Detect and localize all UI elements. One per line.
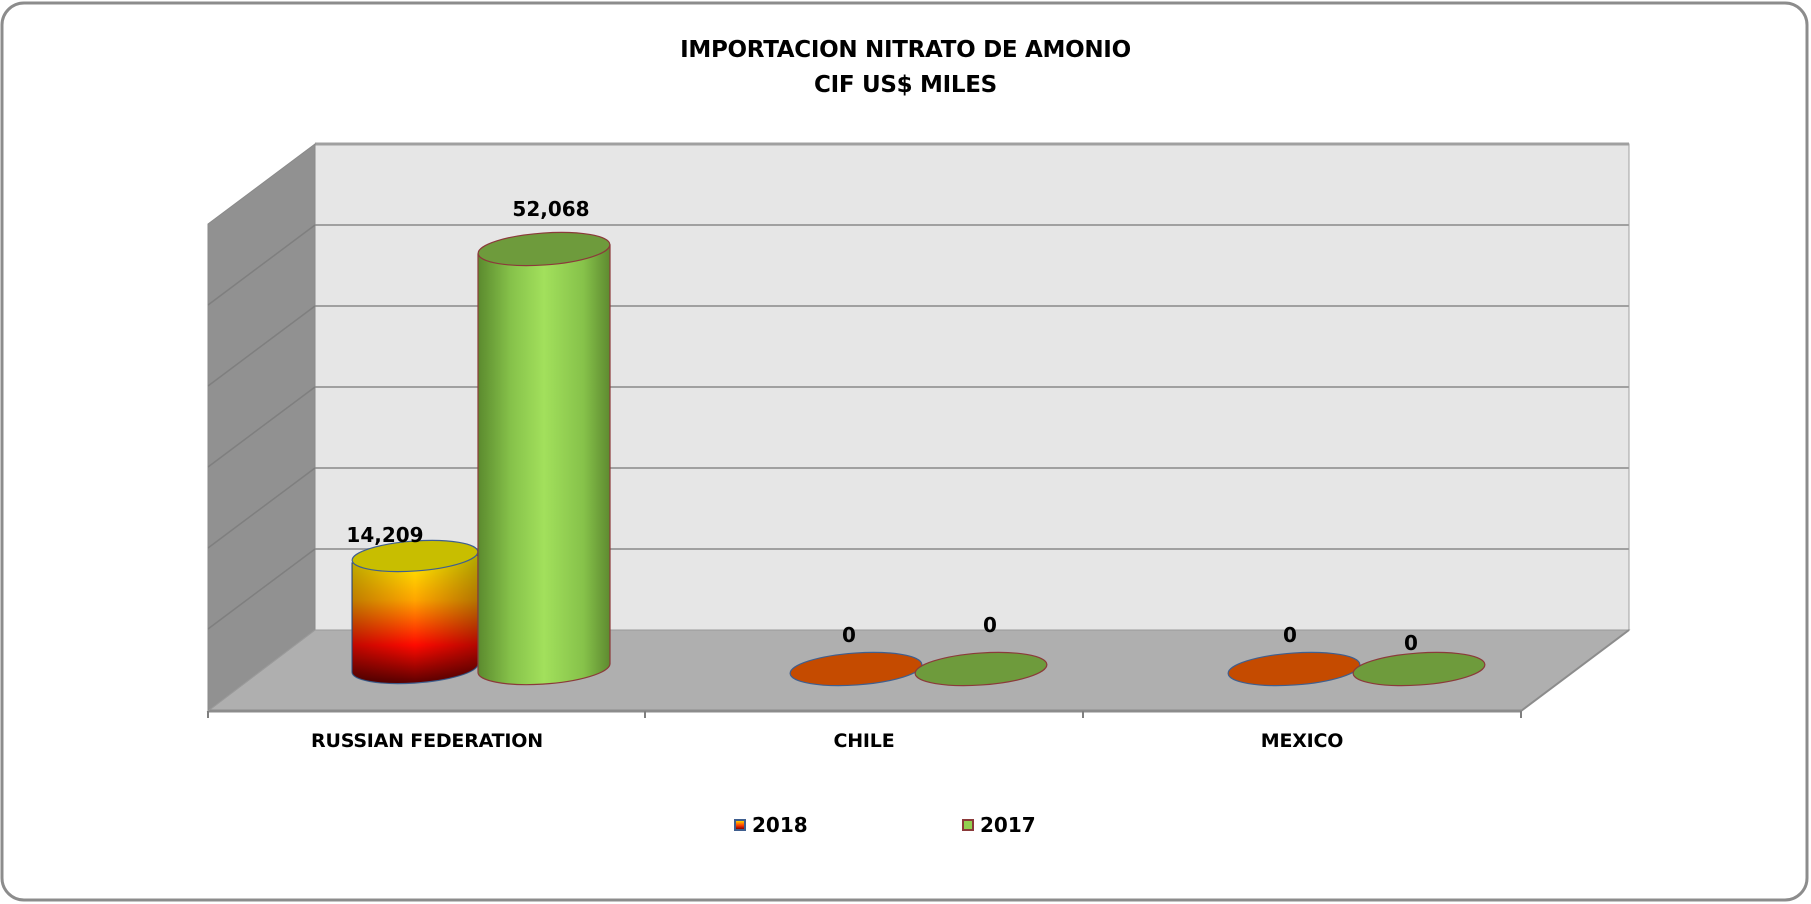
bar-mexico-2017[interactable] — [1352, 648, 1486, 689]
bar-chile-2017[interactable] — [914, 648, 1048, 689]
category-label-chile: CHILE — [833, 730, 895, 752]
legend-item-2018[interactable]: 2018 — [734, 813, 808, 837]
data-label-chile-2017: 0 — [983, 613, 997, 637]
data-label-mexico-2018: 0 — [1283, 623, 1297, 647]
data-label-chile-2018: 0 — [842, 623, 856, 647]
legend-swatch-2017-icon — [962, 819, 974, 831]
data-label-russia-2018: 14,209 — [346, 523, 424, 547]
bar-chile-2018[interactable] — [789, 648, 923, 689]
legend-label-2017: 2017 — [980, 813, 1036, 837]
data-label-mexico-2017: 0 — [1404, 631, 1418, 655]
legend-label-2018: 2018 — [752, 813, 808, 837]
legend-item-2017[interactable]: 2017 — [962, 813, 1036, 837]
bar-mexico-2018[interactable] — [1227, 648, 1361, 689]
plot-side-wall — [207, 143, 316, 713]
category-label-mexico: MEXICO — [1260, 730, 1344, 752]
category-label-russian-federation: RUSSIAN FEDERATION — [311, 730, 543, 752]
bar-russia-2017[interactable] — [477, 228, 611, 686]
x-axis-ticks — [207, 711, 1522, 718]
bar-russia-2018[interactable] — [351, 537, 479, 685]
chart-title-line-2: CIF US$ MILES — [814, 72, 997, 98]
legend-swatch-2018-icon — [734, 819, 746, 831]
data-label-russia-2017: 52,068 — [512, 197, 590, 221]
chart-title-line-1: IMPORTACION NITRATO DE AMONIO — [680, 37, 1131, 63]
